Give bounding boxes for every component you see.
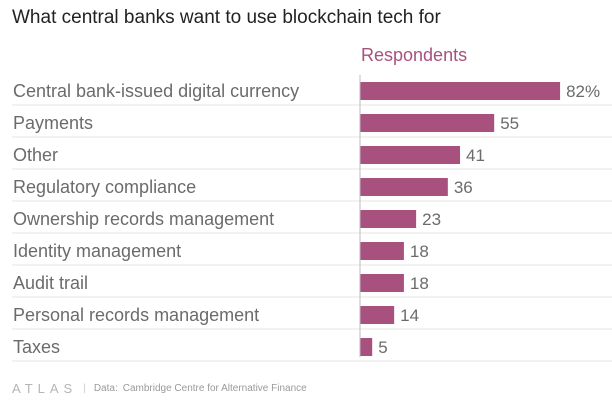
- category-label: Personal records management: [13, 305, 259, 325]
- category-label: Regulatory compliance: [13, 177, 196, 197]
- source-text: Cambridge Centre for Alternative Finance: [122, 383, 307, 394]
- value-label: 82%: [566, 82, 600, 101]
- value-label: 18: [410, 274, 429, 293]
- bar: [360, 82, 561, 100]
- bar: [360, 178, 448, 196]
- category-label: Other: [13, 145, 58, 165]
- chart-title: What central banks want to use blockchai…: [12, 7, 441, 28]
- value-label: 36: [454, 178, 473, 197]
- value-label: 18: [410, 242, 429, 261]
- category-label: Central bank-issued digital currency: [13, 81, 299, 101]
- bar: [360, 114, 495, 132]
- atlas-logo: ATLAS: [12, 381, 78, 396]
- category-label: Taxes: [13, 337, 60, 357]
- bar: [360, 274, 404, 292]
- bar-chart: Respondents Central bank-issued digital c…: [12, 45, 612, 362]
- category-label: Payments: [13, 113, 93, 133]
- value-label: 23: [422, 210, 441, 229]
- bar: [360, 338, 373, 356]
- footer: ATLAS | Data: Cambridge Centre for Alter…: [12, 381, 307, 396]
- bar: [360, 146, 461, 164]
- footer-separator: |: [83, 383, 86, 394]
- value-label: 14: [400, 306, 419, 325]
- category-label: Identity management: [13, 241, 181, 261]
- category-label: Ownership records management: [13, 209, 274, 229]
- value-label: 55: [500, 114, 519, 133]
- value-label: 5: [378, 338, 387, 357]
- series-header: Respondents: [361, 45, 467, 65]
- bar: [360, 306, 395, 324]
- value-label: 41: [466, 146, 485, 165]
- source-label: Data:: [93, 383, 118, 394]
- category-label: Audit trail: [13, 273, 88, 293]
- bar: [360, 210, 417, 228]
- bar: [360, 242, 404, 260]
